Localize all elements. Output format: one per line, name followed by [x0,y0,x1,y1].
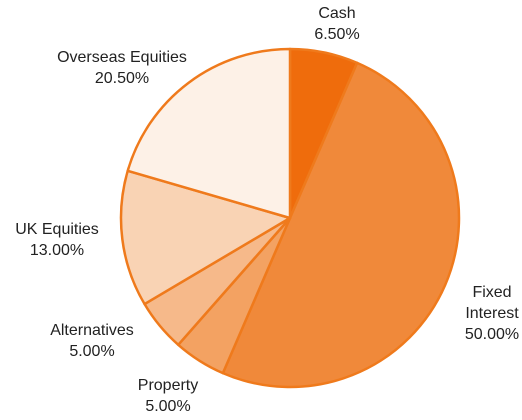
slice-name: Cash [318,5,356,22]
slice-name: Fixed Interest [465,284,519,322]
slice-value: 5.00% [69,343,115,360]
slice-label: Property 5.00% [68,375,268,417]
slice-label: UK Equities 13.00% [0,219,157,261]
slice-name: Overseas Equities [57,49,187,66]
slice-value: 13.00% [29,242,85,259]
slice-label: Fixed Interest 50.00% [457,282,522,345]
slice-value: 5.00% [145,398,191,415]
slice-value: 20.50% [94,70,150,87]
slice-name: Property [137,377,199,394]
slice-value: 6.50% [314,26,360,43]
slice-value: 50.00% [464,326,520,343]
pie-slice [119,169,292,306]
slice-label: Cash 6.50% [237,3,437,45]
slice-name: Alternatives [50,322,134,339]
slice-label: Overseas Equities 20.50% [12,47,232,89]
slice-label: Alternatives 5.00% [0,320,192,362]
pie-slice [126,47,292,220]
pie-slice [221,61,461,389]
slice-name: UK Equities [15,221,99,238]
